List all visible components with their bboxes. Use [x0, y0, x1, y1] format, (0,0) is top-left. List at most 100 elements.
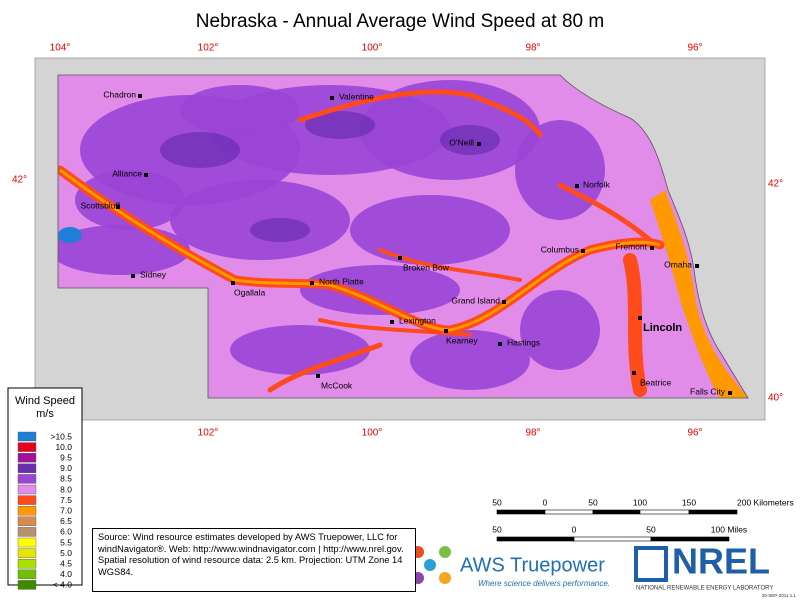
scale-segment: [544, 509, 594, 515]
longitude-label: 96°: [687, 428, 702, 439]
nrel-logo-mark: [634, 546, 668, 582]
city-label: Hastings: [507, 337, 540, 347]
city-marker: [390, 320, 394, 324]
longitude-label: 102°: [198, 43, 219, 54]
map-title: Nebraska - Annual Average Wind Speed at …: [196, 11, 604, 32]
city-marker: [581, 249, 585, 253]
legend-title: Wind Speed: [15, 395, 75, 407]
longitude-label: 100°: [362, 43, 383, 54]
scale-segment: [496, 536, 575, 542]
wind-zone: [170, 180, 350, 260]
city-marker: [444, 329, 448, 333]
scale-label: 100 Miles: [711, 524, 747, 534]
wind-zone: [180, 85, 300, 135]
scale-label: 50: [492, 497, 502, 507]
aws-logo-mark: [424, 559, 436, 571]
aws-logo: AWS Truepower: [460, 554, 605, 576]
city-label: Columbus: [541, 244, 579, 254]
longitude-label: 98°: [525, 428, 540, 439]
legend-label: 5.5: [60, 537, 72, 547]
nrel-logo: NREL: [672, 541, 770, 582]
longitude-label: 98°: [525, 43, 540, 54]
legend-swatch: [17, 431, 37, 442]
east-band: [650, 190, 748, 398]
wind-zone: [440, 125, 500, 155]
city-label: Kearney: [446, 335, 478, 345]
city-label: Falls City: [690, 386, 726, 396]
legend-swatch: [17, 548, 37, 558]
city-marker: [138, 94, 142, 98]
city-marker: [231, 281, 235, 285]
city-marker: [131, 274, 135, 278]
legend-swatch: [17, 537, 37, 548]
legend-label: 4.5: [60, 558, 72, 568]
longitude-label: 102°: [198, 428, 219, 439]
latitude-label: 40°: [768, 393, 783, 404]
city-label: Grand Island: [451, 295, 500, 305]
city-marker: [316, 374, 320, 378]
legend-label: < 4.0: [53, 580, 72, 590]
latitude-label: 42°: [12, 175, 27, 186]
city-marker: [310, 281, 314, 285]
legend-swatch: [17, 516, 37, 526]
source-note: Source: Wind resource estimates develope…: [92, 528, 416, 592]
city-label: Fremont: [615, 241, 647, 251]
legend-swatch: [17, 580, 37, 590]
legend-label: 8.5: [60, 474, 72, 484]
river-core: [59, 168, 661, 332]
city-label: Lexington: [399, 315, 436, 325]
legend-swatch: [17, 569, 37, 579]
wind-zone: [160, 132, 240, 168]
city-label: Scottsbluff: [80, 200, 120, 210]
scale-segment: [650, 536, 730, 542]
legend-label: 7.5: [60, 495, 72, 505]
scale-segment: [573, 536, 652, 542]
longitude-label: 104°: [50, 43, 71, 54]
wind-zone: [520, 290, 600, 370]
scale-label: 50: [588, 497, 598, 507]
city-label: Norfolk: [583, 179, 611, 189]
legend-swatch: [17, 463, 37, 473]
city-label: Broken Bow: [403, 262, 450, 272]
city-marker: [632, 371, 636, 375]
city-label: Lincoln: [643, 322, 682, 334]
legend-swatch: [17, 474, 37, 484]
river-valley: [297, 89, 543, 138]
wind-layer: [58, 80, 748, 398]
legend-label: 8.0: [60, 484, 72, 494]
city-label: Valentine: [339, 91, 374, 101]
wind-zone: [58, 227, 82, 243]
wind-zone: [75, 170, 185, 230]
legend-label: 9.0: [60, 463, 72, 473]
aws-tagline: Where science delivers performance.: [478, 579, 610, 588]
city-label: Beatrice: [640, 377, 671, 387]
city-label: McCook: [321, 380, 353, 390]
legend-swatch: [17, 495, 37, 505]
legend-label: 5.0: [60, 548, 72, 558]
river-valley: [557, 182, 653, 243]
legend-label: 6.0: [60, 527, 72, 537]
legend-swatch: [17, 559, 37, 569]
wind-zone: [300, 265, 460, 315]
legend-label: 10.0: [55, 442, 72, 452]
city-marker: [498, 342, 502, 346]
legend-swatch: [17, 453, 37, 463]
city-marker: [144, 173, 148, 177]
legend-label: 9.5: [60, 452, 72, 462]
wind-zone: [230, 325, 370, 375]
city-label: O'Neill: [449, 137, 474, 147]
aws-logo-mark: [439, 572, 451, 584]
scale-label: 100: [633, 497, 647, 507]
city-label: Chadron: [103, 89, 136, 99]
river-valley: [318, 318, 472, 337]
river-valley: [267, 342, 383, 393]
city-label: Sidney: [140, 269, 167, 279]
city-marker: [398, 256, 402, 260]
state-outline: [57, 74, 749, 399]
scale-segment: [592, 509, 641, 515]
city-marker: [728, 391, 732, 395]
legend-swatch: [17, 442, 37, 452]
map-code: 30-SEP-2011 1.1: [762, 593, 797, 598]
wind-zone: [305, 111, 375, 139]
